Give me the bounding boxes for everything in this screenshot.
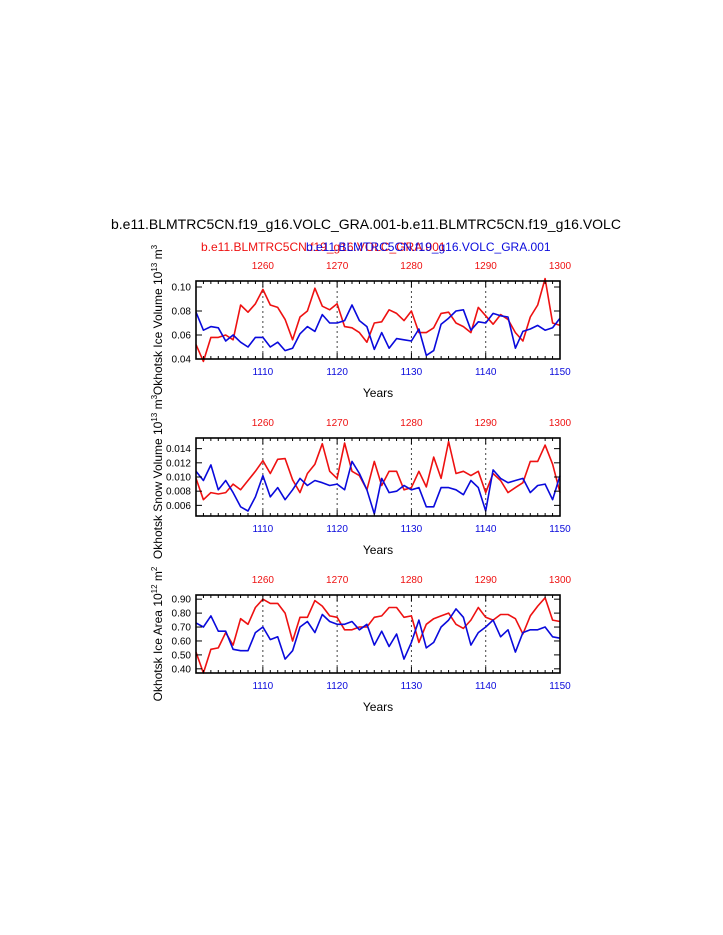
y-axis-label: Okhotsk Ice Area 1012 m2 <box>150 566 165 701</box>
y-tick-label: 0.10 <box>172 283 192 294</box>
y-tick-label: 0.70 <box>172 623 192 634</box>
y-axis-label: Okhotsk Snow Volume 1013 m3 <box>150 394 165 559</box>
top-x-tick-label: 1270 <box>326 575 349 586</box>
x-tick-label: 1150 <box>549 367 571 378</box>
top-x-tick-label: 1260 <box>252 418 275 429</box>
y-tick-label: 0.60 <box>172 636 192 647</box>
x-tick-label: 1120 <box>326 681 348 692</box>
top-x-tick-label: 1300 <box>549 575 572 586</box>
chart-panel-3: 1110 1120 1130 1140 1150 1260 1270 1280 1290 1300… <box>150 566 572 714</box>
x-axis-label: Years <box>363 543 393 557</box>
y-tick-label: 0.008 <box>166 487 191 498</box>
y-tick-label: 0.80 <box>172 609 192 620</box>
x-tick-label: 1120 <box>326 367 348 378</box>
top-x-tick-label: 1270 <box>326 418 349 429</box>
x-axis-label: Years <box>363 700 393 714</box>
top-x-tick-label: 1290 <box>475 418 498 429</box>
y-tick-label: 0.50 <box>172 650 192 661</box>
plot-frame <box>195 280 561 360</box>
y-tick-label: 0.04 <box>172 355 192 366</box>
legend-blue-label: b.e11.BLMTRC5CN.f19_g16.VOLC_GRA.001 <box>306 240 551 254</box>
x-axis-label: Years <box>363 386 393 400</box>
y-tick-label: 0.014 <box>166 444 191 455</box>
x-tick-label: 1130 <box>401 367 423 378</box>
y-tick-label: 0.06 <box>172 331 192 342</box>
y-tick-label: 0.012 <box>166 458 191 469</box>
series-line-blue <box>195 460 561 515</box>
y-tick-label: 0.010 <box>166 473 191 484</box>
x-tick-label: 1150 <box>549 524 571 535</box>
top-x-tick-label: 1280 <box>400 575 423 586</box>
chart-panel-2: 1110 1120 1130 1140 1150 1260 1270 1280 1290 1300… <box>150 394 572 559</box>
series-line-red <box>195 596 561 674</box>
top-x-tick-label: 1260 <box>252 261 275 272</box>
x-tick-label: 1130 <box>401 524 423 535</box>
x-tick-label: 1130 <box>401 681 423 692</box>
x-tick-label: 1110 <box>252 681 273 692</box>
x-tick-label: 1140 <box>475 524 497 535</box>
top-x-tick-label: 1260 <box>252 575 275 586</box>
x-tick-label: 1150 <box>549 681 571 692</box>
series-line-red <box>195 440 561 501</box>
x-tick-label: 1120 <box>326 524 348 535</box>
top-x-tick-label: 1300 <box>549 418 572 429</box>
x-tick-label: 1110 <box>252 524 273 535</box>
y-axis-label: Okhotsk Ice Volume 1013 m3 <box>150 244 165 395</box>
top-x-tick-label: 1280 <box>400 261 423 272</box>
x-tick-label: 1110 <box>252 367 273 378</box>
plot-frame <box>195 594 561 674</box>
series-line-red <box>195 277 561 363</box>
x-tick-label: 1140 <box>475 367 497 378</box>
legend-red-label: b.e11.BLMTRC5CN.f19_g16.VOLC_GRA.001 <box>201 240 446 254</box>
top-x-tick-label: 1300 <box>549 261 572 272</box>
top-x-tick-label: 1280 <box>400 418 423 429</box>
chart-panel-1: 1110 1120 1130 1140 1150 1260 1270 1280 1290 1300… <box>150 244 572 400</box>
figure-title: b.e11.BLMTRC5CN.f19_g16.VOLC_GRA.001-b.e… <box>111 216 621 232</box>
top-x-tick-label: 1290 <box>475 575 498 586</box>
series-line-blue <box>195 608 561 660</box>
y-tick-label: 0.08 <box>172 307 192 318</box>
x-tick-label: 1140 <box>475 681 497 692</box>
y-tick-label: 0.90 <box>172 595 192 606</box>
top-x-tick-label: 1270 <box>326 261 349 272</box>
y-tick-label: 0.006 <box>166 501 191 512</box>
series-line-blue <box>195 304 561 357</box>
top-x-tick-label: 1290 <box>475 261 498 272</box>
y-tick-label: 0.40 <box>172 664 192 675</box>
